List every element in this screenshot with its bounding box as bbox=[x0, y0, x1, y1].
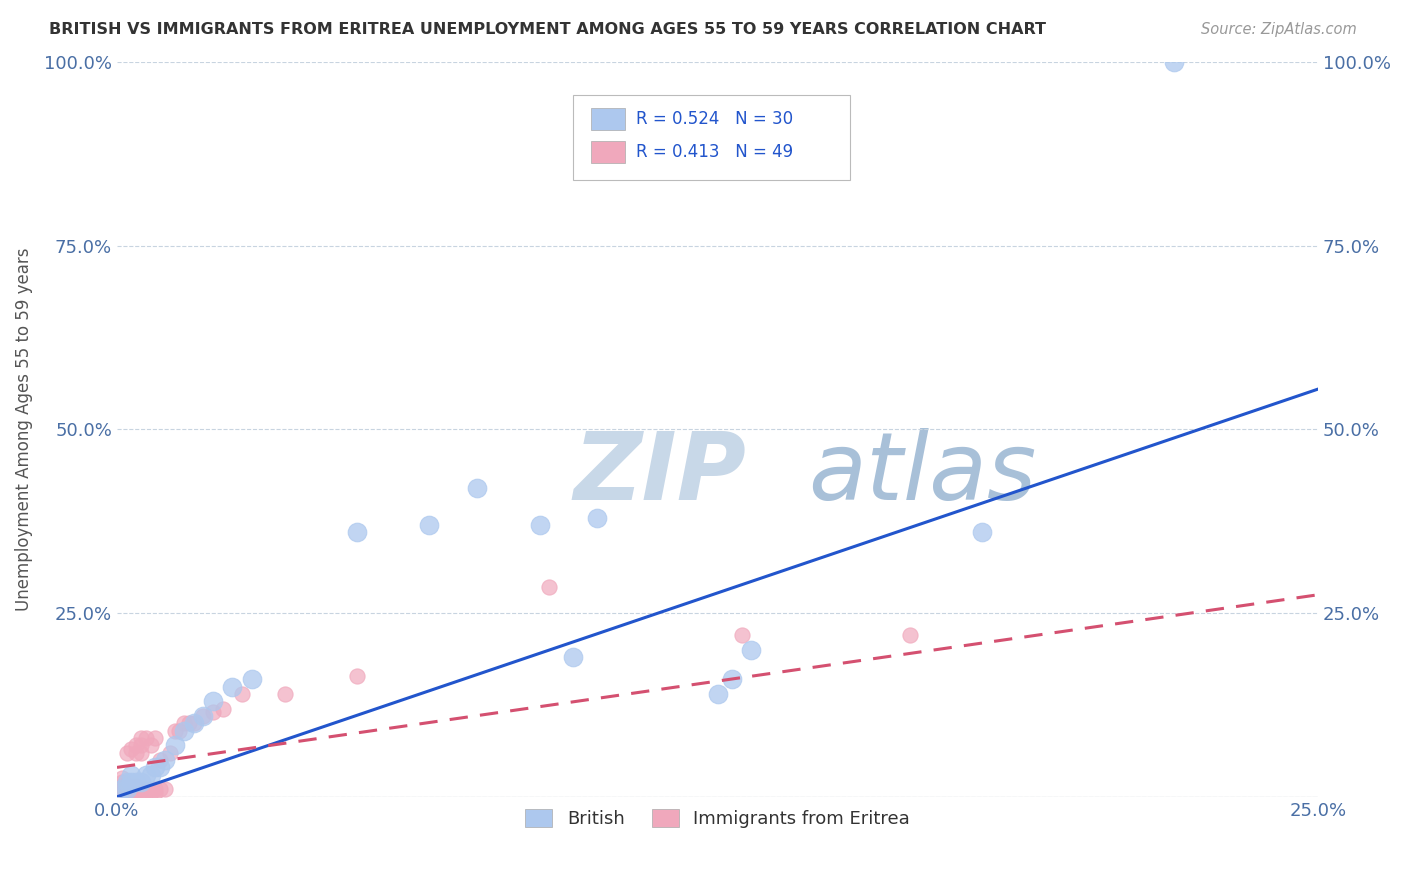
Point bbox=[111, 772, 134, 786]
Point bbox=[202, 706, 225, 720]
Point bbox=[135, 731, 157, 745]
Point bbox=[173, 723, 195, 738]
Point bbox=[538, 581, 561, 595]
Point bbox=[730, 628, 752, 642]
Point bbox=[115, 775, 138, 789]
Point bbox=[153, 782, 176, 797]
Point bbox=[115, 746, 138, 760]
Text: Source: ZipAtlas.com: Source: ZipAtlas.com bbox=[1201, 22, 1357, 37]
Point bbox=[111, 779, 134, 793]
Point bbox=[193, 709, 215, 723]
Point bbox=[149, 760, 172, 774]
Point bbox=[163, 723, 186, 738]
Point bbox=[149, 782, 172, 797]
Point bbox=[120, 742, 142, 756]
Point bbox=[125, 746, 148, 760]
Bar bbox=[592, 141, 626, 162]
Point bbox=[125, 775, 148, 789]
Point bbox=[125, 786, 148, 800]
Point bbox=[173, 716, 195, 731]
Point bbox=[120, 782, 142, 797]
Point bbox=[139, 786, 162, 800]
Point bbox=[120, 768, 142, 782]
Text: ZIP: ZIP bbox=[574, 427, 747, 519]
Point bbox=[706, 687, 728, 701]
Point bbox=[139, 768, 162, 782]
Point bbox=[115, 779, 138, 793]
Point bbox=[129, 782, 152, 797]
Point bbox=[129, 786, 152, 800]
Point bbox=[135, 768, 157, 782]
Point bbox=[529, 518, 551, 533]
Point bbox=[1163, 55, 1185, 70]
FancyBboxPatch shape bbox=[574, 95, 849, 179]
Point bbox=[193, 709, 215, 723]
Point bbox=[169, 723, 191, 738]
Point bbox=[120, 775, 142, 789]
Point bbox=[111, 786, 134, 800]
Point bbox=[346, 668, 368, 682]
Point bbox=[898, 628, 921, 642]
Y-axis label: Unemployment Among Ages 55 to 59 years: Unemployment Among Ages 55 to 59 years bbox=[15, 248, 32, 611]
Point bbox=[970, 525, 993, 540]
Point bbox=[120, 786, 142, 800]
Point bbox=[120, 779, 142, 793]
Point bbox=[183, 716, 205, 731]
Point bbox=[115, 782, 138, 797]
Point bbox=[145, 760, 167, 774]
Point bbox=[346, 525, 368, 540]
Point bbox=[149, 753, 172, 767]
Point bbox=[125, 739, 148, 753]
Point bbox=[721, 672, 744, 686]
Point bbox=[159, 746, 181, 760]
Point bbox=[586, 510, 609, 524]
Point bbox=[115, 782, 138, 797]
Text: BRITISH VS IMMIGRANTS FROM ERITREA UNEMPLOYMENT AMONG AGES 55 TO 59 YEARS CORREL: BRITISH VS IMMIGRANTS FROM ERITREA UNEMP… bbox=[49, 22, 1046, 37]
Text: R = 0.413   N = 49: R = 0.413 N = 49 bbox=[636, 143, 793, 161]
Point bbox=[202, 694, 225, 708]
Point bbox=[177, 716, 200, 731]
Text: R = 0.524   N = 30: R = 0.524 N = 30 bbox=[636, 111, 793, 128]
Point bbox=[111, 782, 134, 797]
Point bbox=[145, 786, 167, 800]
Point bbox=[740, 643, 762, 657]
Point bbox=[129, 746, 152, 760]
Point bbox=[111, 775, 134, 789]
Bar bbox=[592, 109, 626, 130]
Legend: British, Immigrants from Eritrea: British, Immigrants from Eritrea bbox=[517, 802, 917, 836]
Point bbox=[211, 701, 233, 715]
Point bbox=[111, 782, 134, 797]
Point bbox=[465, 481, 488, 495]
Point bbox=[129, 775, 152, 789]
Point bbox=[115, 786, 138, 800]
Point bbox=[163, 739, 186, 753]
Point bbox=[125, 779, 148, 793]
Point bbox=[562, 650, 585, 665]
Point bbox=[145, 782, 167, 797]
Point bbox=[153, 753, 176, 767]
Point bbox=[129, 731, 152, 745]
Point bbox=[418, 518, 440, 533]
Point bbox=[135, 786, 157, 800]
Point bbox=[139, 739, 162, 753]
Point bbox=[231, 687, 253, 701]
Point bbox=[145, 731, 167, 745]
Point bbox=[135, 782, 157, 797]
Point bbox=[129, 739, 152, 753]
Point bbox=[183, 716, 205, 731]
Point bbox=[240, 672, 263, 686]
Point bbox=[125, 782, 148, 797]
Point bbox=[274, 687, 297, 701]
Text: atlas: atlas bbox=[807, 428, 1036, 519]
Point bbox=[221, 680, 243, 694]
